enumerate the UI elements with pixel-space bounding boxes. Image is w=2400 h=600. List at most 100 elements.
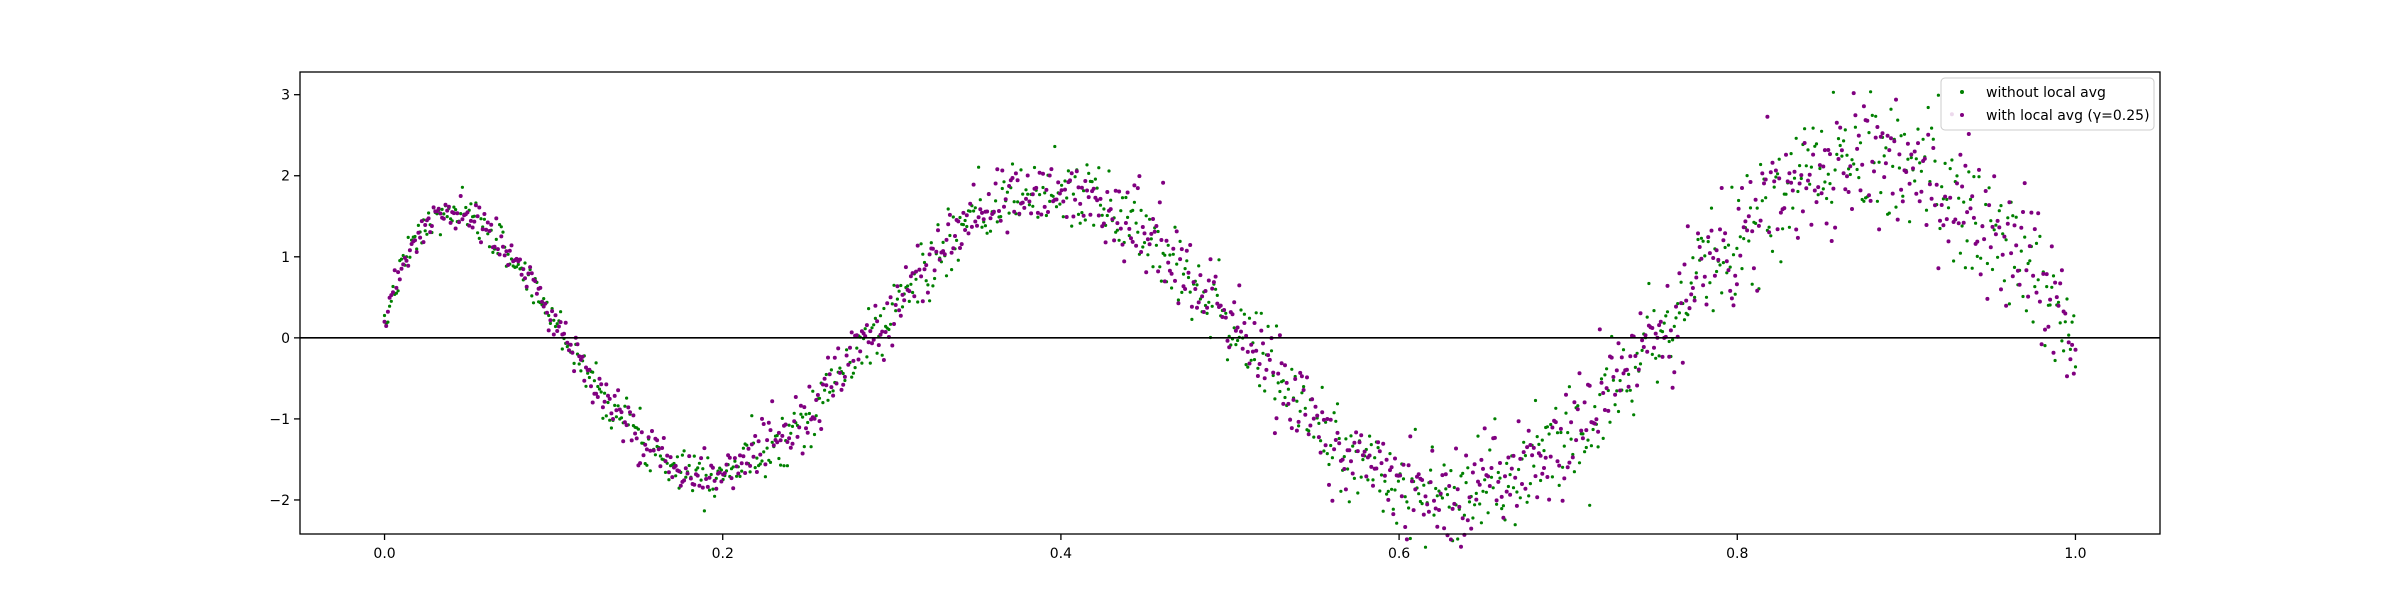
data-point [1691, 256, 1695, 260]
data-point [1718, 227, 1722, 232]
data-point [428, 230, 433, 235]
data-point [958, 246, 962, 250]
data-point [1074, 169, 1079, 174]
data-point [1580, 436, 1585, 441]
data-point [1618, 379, 1622, 383]
data-point [1933, 203, 1937, 208]
data-point [1381, 509, 1385, 513]
data-point [1320, 385, 1324, 389]
data-point [1367, 453, 1372, 458]
data-point [1694, 271, 1698, 275]
data-point [1882, 175, 1887, 180]
data-point [873, 316, 878, 320]
data-point [821, 401, 825, 405]
data-point [1403, 495, 1407, 499]
data-point [1628, 354, 1633, 359]
data-point [1542, 449, 1546, 453]
data-point [1840, 154, 1844, 158]
data-point [1162, 279, 1167, 284]
data-point [1357, 440, 1362, 445]
data-point [1086, 195, 1091, 200]
data-point [1587, 383, 1592, 388]
data-point [761, 422, 766, 426]
data-point [1374, 466, 1379, 471]
data-point [2067, 333, 2071, 337]
data-point [1356, 491, 1360, 495]
data-point [1244, 363, 1248, 367]
data-point [687, 463, 691, 468]
data-point [1082, 189, 1086, 193]
data-point [1638, 311, 1643, 316]
data-point [636, 427, 641, 431]
data-point [1371, 483, 1375, 488]
data-point [1343, 487, 1348, 492]
data-point [851, 358, 856, 363]
data-point [562, 331, 566, 336]
data-point [1851, 91, 1856, 96]
data-point [1117, 238, 1121, 242]
data-point [638, 461, 643, 466]
data-point [1870, 113, 1874, 117]
data-point [545, 310, 549, 315]
data-point [551, 332, 556, 337]
data-point [2029, 210, 2034, 215]
data-point [1083, 218, 1087, 222]
data-point [948, 233, 952, 238]
data-point [1971, 215, 1976, 220]
data-point [1596, 429, 1601, 434]
series-1-points [382, 91, 2078, 549]
data-point [479, 217, 483, 221]
data-point [619, 410, 624, 415]
data-point [1564, 411, 1568, 415]
data-point [470, 225, 475, 230]
data-point [1662, 321, 1666, 325]
data-point [1447, 505, 1451, 509]
data-point [819, 427, 824, 431]
data-point [1861, 104, 1866, 109]
data-point [1625, 389, 1629, 393]
data-point [666, 470, 671, 475]
data-point [980, 210, 984, 215]
data-point [2071, 371, 2076, 376]
data-point [1290, 367, 1294, 371]
data-point [841, 371, 845, 376]
data-point [1299, 374, 1304, 379]
data-point [604, 414, 608, 418]
data-point [1244, 333, 1249, 338]
data-point [748, 470, 752, 474]
data-point [507, 248, 512, 253]
data-point [639, 430, 644, 435]
data-point [1907, 181, 1912, 186]
data-point [1872, 169, 1876, 174]
data-point [1523, 454, 1527, 458]
data-point [1223, 315, 1228, 320]
data-point [645, 463, 649, 467]
data-point [1843, 128, 1847, 132]
data-point [2054, 295, 2059, 300]
data-point [1924, 208, 1929, 212]
data-point [1488, 448, 1492, 452]
data-point [1931, 137, 1935, 141]
data-point [1970, 266, 1974, 270]
data-point [1575, 407, 1580, 412]
data-point [802, 445, 806, 449]
data-point [394, 291, 398, 295]
data-point [1870, 159, 1875, 164]
data-point [994, 199, 998, 203]
data-point [1479, 521, 1483, 525]
data-point [477, 236, 481, 240]
data-point [1605, 367, 1609, 371]
data-point [1411, 508, 1416, 513]
data-point [1794, 227, 1799, 232]
data-point [499, 234, 504, 239]
data-point [1407, 506, 1411, 510]
data-point [1965, 210, 1970, 215]
data-point [977, 165, 981, 169]
data-point [907, 289, 912, 294]
data-point [2038, 234, 2042, 238]
data-point [792, 411, 796, 415]
data-point [1472, 462, 1477, 467]
data-point [1465, 518, 1470, 523]
data-point [927, 252, 932, 257]
data-point [941, 249, 946, 254]
